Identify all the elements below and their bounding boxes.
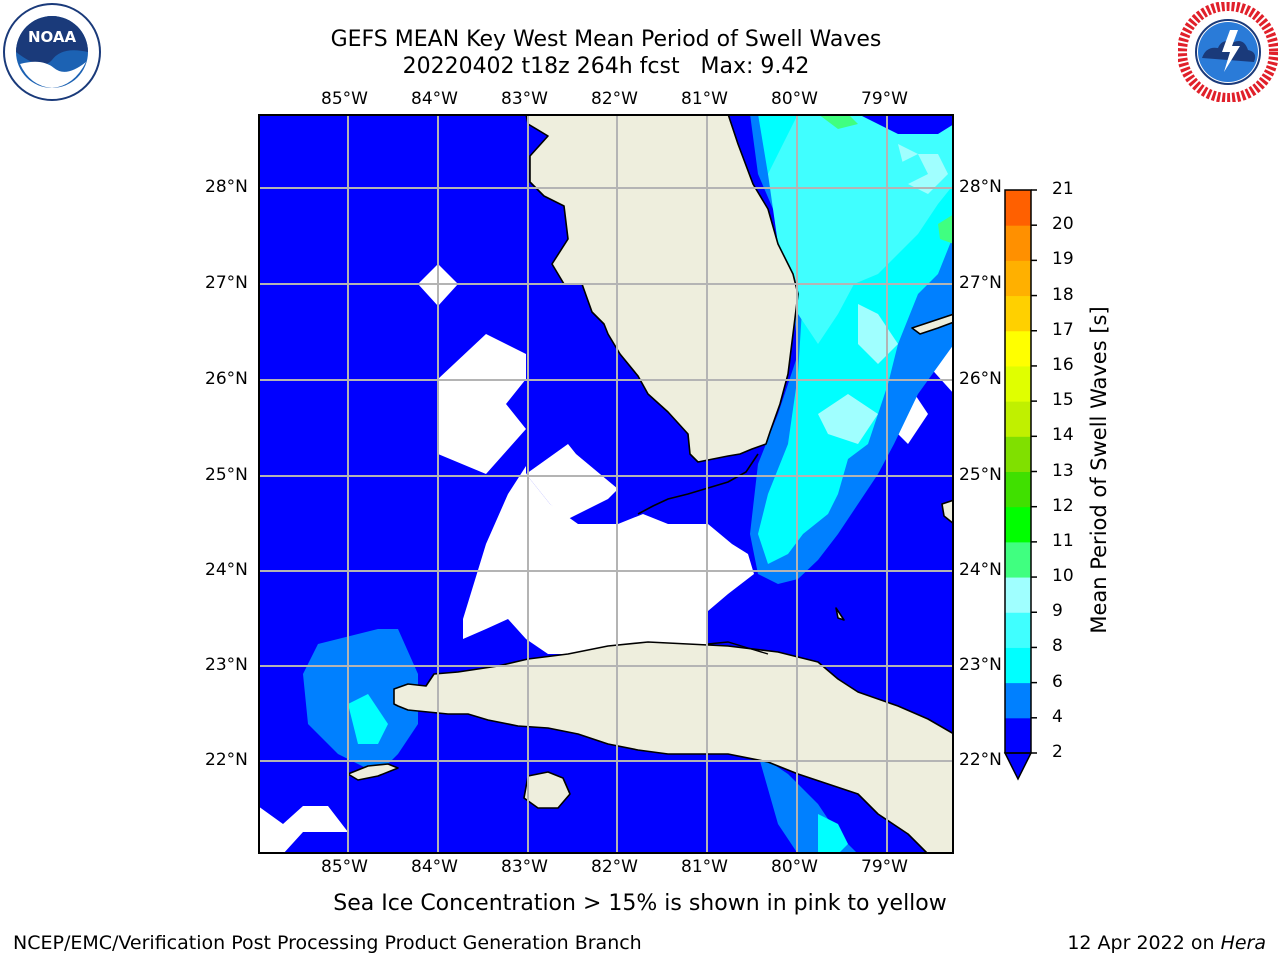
colorbar <box>995 180 1055 785</box>
lon-label-top: 79°W <box>861 89 908 109</box>
colorbar-band <box>1005 612 1031 648</box>
colorbar-tick-label: 16 <box>1052 354 1074 375</box>
colorbar-band <box>1005 365 1031 402</box>
colorbar-band <box>1005 717 1031 754</box>
lat-label-right: 22°N <box>959 750 1002 770</box>
map-subtitle: 20220402 t18z 264h fcst Max: 9.42 <box>402 54 810 79</box>
colorbar-tick-label: 12 <box>1052 495 1074 516</box>
colorbar-tick-label: 20 <box>1052 214 1074 235</box>
lat-label-left: 24°N <box>205 560 248 580</box>
colorbar-tick-label: 17 <box>1052 319 1074 340</box>
cuba-land <box>393 641 955 855</box>
colorbar-tick-label: 21 <box>1052 179 1074 199</box>
lat-label-right: 23°N <box>959 655 1002 675</box>
map-frame <box>258 114 954 854</box>
colorbar-tick-label: 2 <box>1052 742 1063 762</box>
colorbar-band <box>1005 260 1031 297</box>
colorbar-tick-label: 8 <box>1052 636 1063 657</box>
andros-land <box>835 607 845 621</box>
colorbar-label: Mean Period of Swell Waves [s] <box>1087 306 1111 634</box>
lat-label-left: 27°N <box>205 273 248 293</box>
lat-label-right: 25°N <box>959 465 1002 485</box>
lat-label-right: 27°N <box>959 273 1002 293</box>
colorbar-graphic <box>1003 189 1037 781</box>
lon-label-top: 84°W <box>411 89 458 109</box>
colorbar-tick-label: 14 <box>1052 425 1074 446</box>
lon-label-bottom: 84°W <box>411 857 458 877</box>
colorbar-tick-label: 6 <box>1052 671 1063 692</box>
florida-keys <box>637 453 759 515</box>
lon-label-top: 81°W <box>681 89 728 109</box>
land-masses <box>347 113 955 855</box>
nws-logo <box>1177 1 1279 103</box>
colorbar-tick-label: 18 <box>1052 284 1074 305</box>
map-canvas <box>258 113 955 855</box>
footer-host: Hera <box>1220 932 1266 954</box>
lon-label-bottom: 82°W <box>591 857 638 877</box>
lon-label-top: 80°W <box>771 89 818 109</box>
colorbar-ticks: 2 4 6 8 9 10 11 12 13 14 15 16 17 18 19 20 21 <box>1052 0 1092 960</box>
lon-label-bottom: 83°W <box>501 857 548 877</box>
swell-field-9-10s <box>818 114 954 244</box>
noaa-logo: NOAA <box>2 2 102 102</box>
lon-label-top: 82°W <box>591 89 638 109</box>
footer-date: 12 Apr 2022 on Hera <box>1067 932 1266 954</box>
colorbar-band <box>1005 190 1031 226</box>
lon-label-bottom: 81°W <box>681 857 728 877</box>
footer-credit: NCEP/EMC/Verification Post Processing Pr… <box>13 932 642 954</box>
lat-label-left: 22°N <box>205 750 248 770</box>
colorbar-band <box>1005 330 1031 367</box>
svg-text:NOAA: NOAA <box>28 28 77 46</box>
isla-juventud-land <box>523 771 571 809</box>
colorbar-band <box>1005 682 1031 719</box>
lon-label-bottom: 80°W <box>771 857 818 877</box>
lat-label-left: 23°N <box>205 655 248 675</box>
lon-label-bottom: 79°W <box>861 857 908 877</box>
colorbar-extend-min <box>1003 752 1033 781</box>
footer-date-text: 12 Apr 2022 on <box>1067 932 1221 954</box>
sea-ice-note: Sea Ice Concentration > 15% is shown in … <box>333 891 947 916</box>
colorbar-band <box>1005 471 1031 508</box>
colorbar-band <box>1005 295 1031 332</box>
lat-label-left: 26°N <box>205 369 248 389</box>
lat-label-left: 28°N <box>205 177 248 197</box>
colorbar-tick-label: 13 <box>1052 460 1074 481</box>
colorbar-tick-label: 15 <box>1052 390 1074 411</box>
colorbar-band <box>1005 436 1031 472</box>
colorbar-tick-label: 11 <box>1052 530 1074 551</box>
cuba-west-tip <box>347 763 399 781</box>
colorbar-band <box>1005 647 1031 684</box>
cuba-north-cays <box>707 641 769 655</box>
map-title: GEFS MEAN Key West Mean Period of Swell … <box>330 27 882 52</box>
colorbar-band <box>1005 506 1031 543</box>
lon-label-bottom: 85°W <box>321 857 368 877</box>
map-panel <box>258 113 955 855</box>
colorbar-tick-label: 4 <box>1052 706 1063 727</box>
colorbar-tick-label: 10 <box>1052 566 1074 587</box>
lat-label-right: 26°N <box>959 369 1002 389</box>
colorbar-band <box>1005 541 1031 578</box>
lat-label-left: 25°N <box>205 465 248 485</box>
lon-label-top: 83°W <box>501 89 548 109</box>
colorbar-band <box>1005 401 1031 437</box>
colorbar-band <box>1005 577 1031 613</box>
lat-label-right: 28°N <box>959 177 1002 197</box>
graticule <box>258 114 954 854</box>
colorbar-tick-label: 9 <box>1052 601 1063 622</box>
florida-land <box>525 113 799 463</box>
lat-label-right: 24°N <box>959 560 1002 580</box>
colorbar-tick-label: 19 <box>1052 249 1074 270</box>
colorbar-band <box>1005 225 1031 261</box>
lon-label-top: 85°W <box>321 89 368 109</box>
